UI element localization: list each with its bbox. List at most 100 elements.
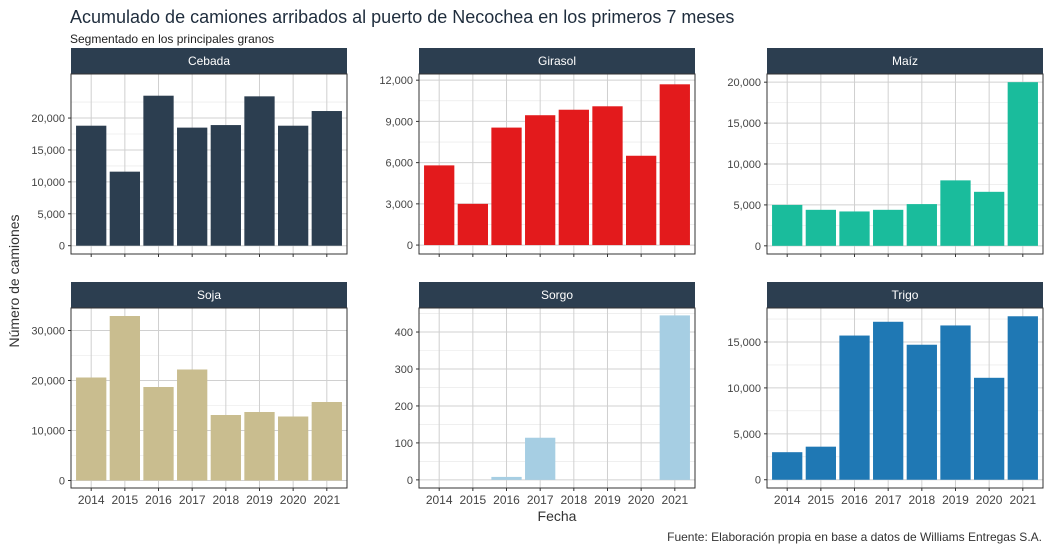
x-tick-label: 2016 bbox=[145, 493, 172, 507]
y-tick-label: 30,000 bbox=[31, 326, 65, 338]
x-tick-label: 2014 bbox=[426, 493, 453, 507]
bar-cebada-2016 bbox=[143, 95, 174, 246]
y-tick-label: 6,000 bbox=[385, 158, 413, 170]
y-tick-label: 3,000 bbox=[385, 199, 413, 211]
bar-girasol-2021 bbox=[659, 84, 690, 246]
y-axis-title: Número de camiones bbox=[6, 214, 22, 347]
x-axis-title: Fecha bbox=[538, 508, 577, 524]
x-tick-label: 2019 bbox=[594, 493, 621, 507]
bar-maiz-2020 bbox=[974, 191, 1005, 246]
bar-trigo-2017 bbox=[873, 321, 904, 480]
x-tick-label: 2019 bbox=[942, 493, 969, 507]
y-tick-label: 15,000 bbox=[31, 145, 65, 157]
bar-cebada-2017 bbox=[177, 127, 208, 246]
bar-cebada-2021 bbox=[311, 111, 342, 246]
bar-cebada-2019 bbox=[244, 96, 275, 246]
bar-girasol-2020 bbox=[626, 155, 657, 246]
bar-cebada-2015 bbox=[109, 171, 140, 246]
x-tick-label: 2021 bbox=[661, 493, 688, 507]
facet-strip-sorgo bbox=[419, 282, 695, 308]
bar-trigo-2016 bbox=[839, 335, 870, 480]
x-tick-label: 2015 bbox=[112, 493, 139, 507]
facet-label-sorgo: Sorgo bbox=[541, 288, 573, 302]
bar-maiz-2016 bbox=[839, 211, 870, 246]
y-tick-label: 400 bbox=[395, 327, 413, 339]
x-tick-label: 2020 bbox=[628, 493, 655, 507]
x-tick-label: 2016 bbox=[841, 493, 868, 507]
x-tick-label: 2015 bbox=[460, 493, 487, 507]
y-tick-label: 0 bbox=[59, 476, 65, 488]
bar-soja-2020 bbox=[278, 416, 309, 481]
y-tick-label: 5,000 bbox=[733, 429, 761, 441]
y-tick-label: 20,000 bbox=[727, 77, 761, 89]
facet-strip-cebada bbox=[71, 48, 347, 74]
bar-soja-2019 bbox=[244, 412, 275, 481]
panel-border bbox=[70, 307, 348, 489]
bar-girasol-2017 bbox=[525, 115, 556, 246]
facet-label-girasol: Girasol bbox=[538, 54, 576, 68]
bar-maiz-2021 bbox=[1007, 82, 1038, 246]
plot-panel-sorgo bbox=[419, 308, 695, 488]
y-tick-label: 15,000 bbox=[727, 118, 761, 130]
y-tick-label: 10,000 bbox=[31, 426, 65, 438]
y-tick-label: 5,000 bbox=[733, 200, 761, 212]
x-tick-label: 2017 bbox=[527, 493, 554, 507]
panel-border bbox=[70, 73, 348, 255]
bar-soja-2021 bbox=[311, 402, 342, 481]
facet-strip-soja bbox=[71, 282, 347, 308]
y-tick-label: 10,000 bbox=[31, 177, 65, 189]
bar-cebada-2014 bbox=[76, 125, 107, 246]
bar-girasol-2015 bbox=[457, 203, 488, 246]
panel-border bbox=[418, 307, 696, 489]
bar-trigo-2015 bbox=[805, 446, 836, 480]
bar-sorgo-2021 bbox=[659, 315, 690, 480]
chart-title: Acumulado de camiones arribados al puert… bbox=[70, 7, 735, 27]
x-tick-label: 2016 bbox=[493, 493, 520, 507]
bar-sorgo-2017 bbox=[525, 437, 556, 480]
bar-girasol-2018 bbox=[558, 109, 589, 246]
y-tick-label: 100 bbox=[395, 438, 413, 450]
facet-label-maiz: Maíz bbox=[892, 54, 918, 68]
bar-sorgo-2016 bbox=[491, 476, 522, 480]
y-tick-label: 5,000 bbox=[37, 209, 65, 221]
bar-cebada-2020 bbox=[278, 125, 309, 246]
y-tick-label: 0 bbox=[755, 241, 761, 253]
y-tick-label: 0 bbox=[755, 475, 761, 487]
bar-trigo-2018 bbox=[906, 344, 937, 480]
x-tick-label: 2019 bbox=[246, 493, 273, 507]
panel-border bbox=[418, 73, 696, 255]
bar-soja-2014 bbox=[76, 377, 107, 481]
y-tick-label: 200 bbox=[395, 401, 413, 413]
x-tick-label: 2014 bbox=[78, 493, 105, 507]
y-tick-label: 10,000 bbox=[727, 159, 761, 171]
y-tick-label: 12,000 bbox=[379, 75, 413, 87]
y-tick-label: 300 bbox=[395, 364, 413, 376]
facet-label-soja: Soja bbox=[197, 288, 221, 302]
facet-strip-girasol bbox=[419, 48, 695, 74]
bar-maiz-2018 bbox=[906, 204, 937, 246]
facet-strip-maiz bbox=[767, 48, 1043, 74]
y-tick-label: 0 bbox=[407, 475, 413, 487]
x-tick-label: 2018 bbox=[212, 493, 239, 507]
bar-maiz-2014 bbox=[772, 204, 803, 246]
bar-girasol-2019 bbox=[592, 106, 623, 246]
x-tick-label: 2021 bbox=[313, 493, 340, 507]
facet-strip-trigo bbox=[767, 282, 1043, 308]
facet-label-trigo: Trigo bbox=[892, 288, 919, 302]
y-tick-label: 0 bbox=[59, 241, 65, 253]
bar-trigo-2020 bbox=[974, 377, 1005, 480]
x-tick-label: 2018 bbox=[908, 493, 935, 507]
bar-maiz-2017 bbox=[873, 209, 904, 246]
x-tick-label: 2021 bbox=[1009, 493, 1036, 507]
bar-girasol-2014 bbox=[424, 165, 455, 246]
bar-trigo-2019 bbox=[940, 325, 971, 480]
bar-soja-2015 bbox=[109, 316, 140, 481]
y-tick-label: 9,000 bbox=[385, 116, 413, 128]
chart-caption: Fuente: Elaboración propia en base a dat… bbox=[667, 530, 1042, 544]
chart-subtitle: Segmentado en los principales granos bbox=[70, 32, 275, 46]
panel-border bbox=[766, 73, 1044, 255]
y-tick-label: 0 bbox=[407, 240, 413, 252]
x-tick-label: 2020 bbox=[976, 493, 1003, 507]
x-tick-label: 2020 bbox=[280, 493, 307, 507]
